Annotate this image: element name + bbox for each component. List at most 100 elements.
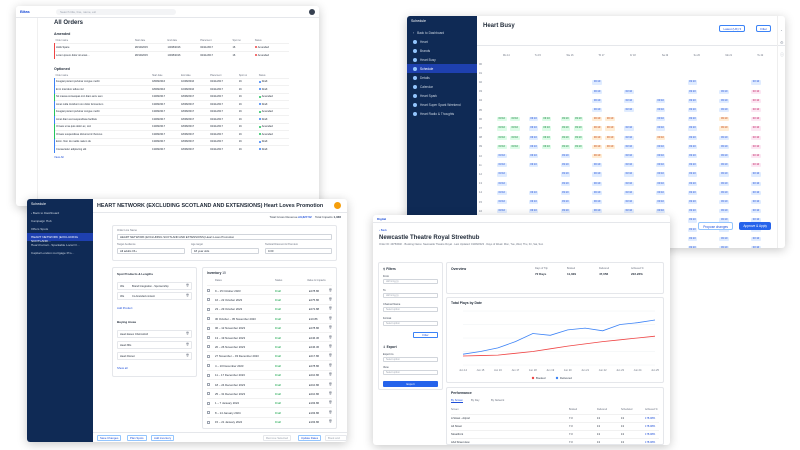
- table-row[interactable]: Lorem ipsum dolor sit amet… 28/10/2015 10/…: [53, 50, 289, 59]
- trash-icon[interactable]: 🗑: [185, 284, 189, 287]
- inventory-row[interactable]: 9 – 15 October 2023 Draft £278.86 🗑: [207, 285, 332, 294]
- back-link[interactable]: ‹ Back: [379, 228, 387, 232]
- schedule-chip[interactable]: 03:10: [560, 209, 571, 214]
- remove-selected-button[interactable]: Remove Selected: [263, 435, 292, 441]
- update-dates-button[interactable]: Update Dates: [298, 435, 322, 441]
- table-row[interactable]: AA4 Street view 7.3 13 13 178.08%: [451, 438, 659, 445]
- inventory-row[interactable]: 23 – 29 October 2023 Draft £272.88 🗑: [207, 303, 332, 313]
- trash-icon[interactable]: 🗑: [328, 353, 332, 358]
- schedule-chip[interactable]: 03:10: [719, 108, 729, 113]
- inventory-row[interactable]: 06 – 12 November 2023 Draft £278.86 🗑: [207, 322, 332, 332]
- trash-icon[interactable]: 🗑: [185, 294, 189, 297]
- schedule-chip[interactable]: 03:10: [592, 172, 602, 177]
- inventory-row[interactable]: 11 – 17 December 2023 Draft £210.86 🗑: [207, 369, 332, 379]
- schedule-chip[interactable]: 03:10: [719, 209, 729, 214]
- schedule-chip[interactable]: 03:10: [528, 190, 539, 195]
- schedule-chip[interactable]: 03:10: [592, 108, 602, 113]
- book-quote-button[interactable]: Book and quote: [325, 435, 347, 442]
- approve-apply-button[interactable]: Approve & Apply: [739, 222, 771, 230]
- schedule-chip[interactable]: 03:10: [573, 126, 584, 131]
- table-row[interactable]: Amet diam est suspendisse facilisis 13/08…: [54, 115, 289, 123]
- schedule-chip[interactable]: 03:10: [605, 135, 615, 140]
- table-row[interactable]: Consectetur adipiscing elit 13/08/2017 18/…: [54, 145, 289, 153]
- schedule-chip[interactable]: 03:10: [687, 218, 698, 223]
- trash-icon[interactable]: 🗑: [328, 409, 332, 414]
- schedule-chip[interactable]: 03:10: [719, 154, 729, 159]
- row-checkbox[interactable]: [207, 373, 210, 377]
- inventory-row[interactable]: 13 – 19 November 2023 Draft £246.36 🗑: [207, 332, 332, 341]
- schedule-chip[interactable]: 03:10: [624, 190, 634, 195]
- age-target-select[interactable]: 18 year olds: [191, 248, 259, 254]
- sidebar-item[interactable]: Schedule: [407, 64, 477, 73]
- schedule-chip[interactable]: 03:10: [624, 135, 634, 140]
- schedule-chip[interactable]: 03:10: [719, 246, 729, 248]
- inventory-row[interactable]: 27 November – 03 December 2023 Draft £217.…: [207, 350, 332, 360]
- orders-search-input[interactable]: Search title, line, name, etc: [56, 8, 176, 15]
- schedule-chip[interactable]: 03:10: [655, 200, 666, 205]
- inventory-row[interactable]: 15 – 21 January 2024 Draft £193.86 🗑: [207, 416, 332, 426]
- filter-input[interactable]: Select option: [383, 307, 438, 312]
- schedule-chip[interactable]: 03:10: [687, 236, 698, 241]
- buying-area-row[interactable]: Heart Dorset 🗑: [117, 352, 192, 360]
- schedule-chip[interactable]: 03:10: [560, 144, 571, 149]
- schedule-chip[interactable]: 03:10: [573, 144, 584, 149]
- schedule-chip[interactable]: 03:10: [510, 135, 520, 140]
- schedule-chip[interactable]: 03:10: [751, 236, 761, 241]
- schedule-chip[interactable]: 03:10: [528, 126, 539, 131]
- sidebar-item[interactable]: Capital London mortgage Pro…: [31, 251, 75, 255]
- schedule-chip[interactable]: 03:10: [624, 181, 634, 186]
- table-row[interactable]: Et in interdum tellus nisl 18/08/2016 10/0…: [54, 85, 289, 93]
- schedule-chip[interactable]: 03:10: [592, 80, 602, 85]
- row-checkbox[interactable]: [207, 298, 210, 302]
- inventory-row[interactable]: 30 October – 05 November 2023 Draft £10.86…: [207, 313, 332, 322]
- bell-icon[interactable]: ◔: [780, 28, 783, 33]
- schedule-chip[interactable]: 03:10: [751, 172, 761, 177]
- show-all-link[interactable]: Show all: [117, 366, 128, 370]
- schedule-chip[interactable]: 03:10: [719, 181, 729, 186]
- schedule-chip[interactable]: 03:10: [655, 190, 666, 195]
- schedule-chip[interactable]: 03:10: [751, 154, 761, 159]
- schedule-chip[interactable]: 03:10: [605, 144, 615, 149]
- trash-icon[interactable]: 🗑: [328, 372, 332, 377]
- inventory-row[interactable]: 4 – 10 December 2023 Draft £278.86 🗑: [207, 360, 332, 369]
- tab-perf[interactable]: By Screen: [451, 399, 463, 403]
- table-row[interactable]: Ornare suspendisse dictumst id rhoncus 13…: [54, 130, 289, 138]
- trash-icon[interactable]: 🗑: [328, 381, 332, 386]
- schedule-chip[interactable]: 03:10: [655, 181, 666, 186]
- table-row[interactable]: Streetfront 7.3 13 13 178.08%: [451, 430, 659, 437]
- table-row[interactable]: Sit massa consequat orci diam arcu sem 13…: [54, 92, 289, 101]
- add-product-link[interactable]: Add Product: [117, 306, 133, 310]
- schedule-chip[interactable]: 03:10: [751, 80, 761, 85]
- schedule-chip[interactable]: 03:10: [655, 172, 666, 177]
- schedule-chip[interactable]: 03:10: [624, 172, 634, 177]
- schedule-chip[interactable]: 03:10: [751, 117, 761, 122]
- table-row[interactable]: Ornare urna quis dolor ac, orci 13/08/201…: [54, 122, 289, 131]
- inventory-row[interactable]: 8 – 14 January 2024 Draft £193.86 🗑: [207, 407, 332, 416]
- schedule-chip[interactable]: 03:10: [687, 246, 698, 248]
- schedule-chip[interactable]: 03:10: [510, 117, 520, 122]
- buying-area-row[interactable]: Heart Essex Chelmsford 🗑: [117, 330, 192, 338]
- schedule-chip[interactable]: 03:10: [624, 144, 634, 149]
- schedule-chip[interactable]: 03:10: [541, 117, 552, 122]
- schedule-chip[interactable]: 03:10: [655, 108, 666, 113]
- schedule-chip[interactable]: 03:10: [687, 154, 698, 159]
- schedule-chip[interactable]: 03:10: [528, 144, 539, 149]
- schedule-chip[interactable]: 03:10: [655, 154, 666, 159]
- schedule-chip[interactable]: 03:10: [719, 126, 729, 131]
- sidebar-item[interactable]: Calendar: [407, 82, 477, 91]
- schedule-chip[interactable]: 03:10: [592, 89, 602, 94]
- save-changes-button[interactable]: Save Changes: [97, 435, 122, 441]
- schedule-chip[interactable]: 03:10: [528, 154, 539, 159]
- trash-icon[interactable]: 🗑: [328, 343, 332, 348]
- schedule-chip[interactable]: 03:10: [560, 163, 571, 168]
- row-checkbox[interactable]: [207, 411, 210, 415]
- discount-input[interactable]: 0.00: [265, 248, 332, 254]
- schedule-chip[interactable]: 03:10: [751, 246, 761, 248]
- inventory-row[interactable]: 18 – 24 December 2023 Draft £210.86 🗑: [207, 379, 332, 388]
- row-checkbox[interactable]: [207, 401, 210, 405]
- schedule-chip[interactable]: 03:10: [497, 163, 507, 168]
- spot-row[interactable]: 30s Brand Integration - Sponsorship 🗑: [117, 282, 192, 290]
- schedule-chip[interactable]: 03:10: [751, 135, 761, 140]
- row-checkbox[interactable]: [207, 354, 210, 358]
- trash-icon[interactable]: 🗑: [328, 362, 332, 367]
